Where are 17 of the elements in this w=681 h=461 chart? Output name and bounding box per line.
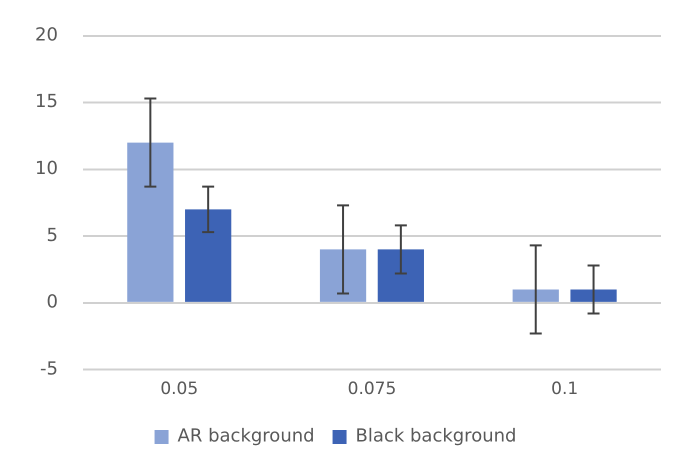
bar (512, 289, 559, 302)
y-tick-label: 10 (35, 158, 58, 179)
y-tick-label: 0 (46, 292, 58, 313)
bar (378, 249, 424, 302)
x-tick-label: 0.075 (348, 379, 396, 400)
legend-label: Black background (356, 426, 516, 447)
y-tick-label: 20 (35, 24, 58, 46)
y-tick-label: -5 (40, 358, 58, 380)
x-tick-label: 0.05 (160, 379, 198, 400)
bar (185, 209, 232, 302)
x-tick-label: 0.1 (551, 379, 578, 400)
y-tick-label: 5 (46, 224, 58, 246)
bar (570, 289, 617, 302)
legend-label: AR background (178, 426, 315, 447)
bar (320, 249, 366, 302)
y-tick-label: 15 (35, 91, 58, 112)
bar (127, 142, 174, 302)
